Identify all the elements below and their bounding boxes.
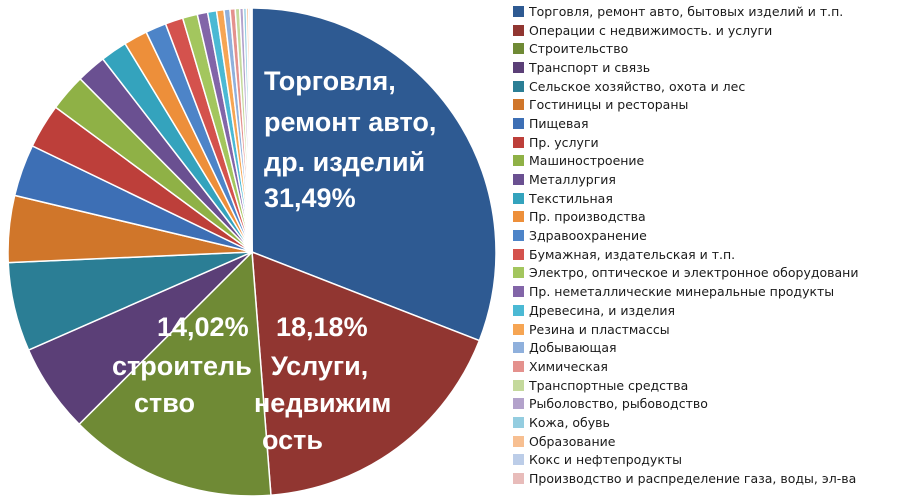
legend-swatch: [513, 473, 524, 485]
legend-item: Электро, оптическое и электронное оборуд…: [513, 264, 900, 283]
legend-swatch: [513, 248, 524, 260]
legend-swatch: [513, 342, 524, 354]
legend-item: Производство и распределение газа, воды,…: [513, 469, 900, 488]
legend-item: Рыболовство, рыбоводство: [513, 394, 900, 413]
label-services-percent: 18,18%: [276, 312, 368, 342]
label-trade-percent: 31,49%: [264, 183, 356, 213]
legend-item: Пр. производства: [513, 208, 900, 227]
label-services: 18,18% Услуги, недвижим ость: [254, 312, 391, 455]
legend-item: Образование: [513, 432, 900, 451]
legend-item: Пр. неметаллические минеральные продукты: [513, 282, 900, 301]
label-construction-line-2: ство: [134, 388, 195, 418]
legend-swatch: [513, 267, 524, 279]
legend-label: Транспорт и связь: [529, 59, 651, 75]
legend-swatch: [513, 24, 524, 36]
legend-label: Кокс и нефтепродукты: [529, 452, 683, 468]
legend-item: Транспорт и связь: [513, 58, 900, 77]
legend-item: Торговля, ремонт авто, бытовых изделий и…: [513, 2, 900, 21]
legend-label: Химическая: [529, 358, 608, 374]
label-construction-line-1: строитель: [112, 351, 252, 381]
legend-swatch: [513, 99, 524, 111]
legend-item: Бумажная, издательская и т.п.: [513, 245, 900, 264]
legend-swatch: [513, 5, 524, 17]
legend-swatch: [513, 435, 524, 447]
legend-label: Рыболовство, рыбоводство: [529, 396, 708, 412]
legend-label: Пищевая: [529, 115, 589, 131]
legend-swatch: [513, 174, 524, 186]
legend-swatch: [513, 454, 524, 466]
legend-label: Гостиницы и рестораны: [529, 97, 689, 113]
legend-swatch: [513, 304, 524, 316]
legend-label: Кожа, обувь: [529, 414, 610, 430]
legend-swatch: [513, 360, 524, 372]
legend-swatch: [513, 211, 524, 223]
pie-slices: [7, 7, 497, 497]
legend-swatch: [513, 416, 524, 428]
legend-label: Бумажная, издательская и т.п.: [529, 246, 736, 262]
legend-item: Текстильная: [513, 189, 900, 208]
legend-label: Пр. неметаллические минеральные продукты: [529, 284, 835, 300]
legend-item: Гостиницы и рестораны: [513, 95, 900, 114]
pie-slice: [78, 250, 272, 497]
legend-swatch: [513, 323, 524, 335]
legend-label: Текстильная: [529, 190, 613, 206]
legend-swatch: [513, 379, 524, 391]
legend-label: Здравоохранение: [529, 228, 647, 244]
pie-slice: [251, 250, 481, 497]
legend-swatch: [513, 230, 524, 242]
legend-label: Резина и пластмассы: [529, 321, 670, 337]
label-services-line-3: ость: [262, 425, 323, 455]
legend-label: Пр. услуги: [529, 134, 599, 150]
legend-label: Добывающая: [529, 340, 617, 356]
legend-swatch: [513, 43, 524, 55]
pie-slice: [251, 7, 497, 342]
legend-label: Строительство: [529, 41, 629, 57]
legend-item: Химическая: [513, 357, 900, 376]
legend: Торговля, ремонт авто, бытовых изделий и…: [513, 2, 900, 498]
label-services-line-1: Услуги,: [271, 351, 368, 381]
legend-item: Здравоохранение: [513, 226, 900, 245]
legend-label: Пр. производства: [529, 209, 646, 225]
label-trade-line-3: др. изделий: [264, 147, 425, 177]
legend-item: Пищевая: [513, 114, 900, 133]
legend-item: Кокс и нефтепродукты: [513, 451, 900, 470]
legend-label: Сельское хозяйство, охота и лес: [529, 78, 746, 94]
legend-swatch: [513, 286, 524, 298]
legend-item: Операции с недвижимость. и услуги: [513, 21, 900, 40]
legend-label: Древесина, и изделия: [529, 302, 676, 318]
label-construction-percent: 14,02%: [157, 312, 249, 342]
legend-swatch: [513, 80, 524, 92]
pie-chart: Торговля, ремонт авто, др. изделий 31,49…: [7, 7, 497, 497]
legend-swatch: [513, 155, 524, 167]
legend-item: Пр. услуги: [513, 133, 900, 152]
legend-swatch: [513, 117, 524, 129]
legend-item: Кожа, обувь: [513, 413, 900, 432]
legend-item: Строительство: [513, 39, 900, 58]
legend-label: Металлургия: [529, 172, 616, 188]
label-services-line-2: недвижим: [254, 388, 391, 418]
legend-swatch: [513, 398, 524, 410]
label-trade-line-1: Торговля,: [264, 66, 396, 96]
legend-swatch: [513, 61, 524, 73]
legend-item: Машиностроение: [513, 152, 900, 171]
legend-item: Древесина, и изделия: [513, 301, 900, 320]
legend-label: Машиностроение: [529, 153, 645, 169]
legend-item: Транспортные средства: [513, 376, 900, 395]
pie-slice: [249, 7, 253, 253]
label-construction: 14,02% строитель ство: [112, 312, 252, 418]
legend-label: Образование: [529, 433, 616, 449]
legend-item: Добывающая: [513, 338, 900, 357]
legend-label: Электро, оптическое и электронное оборуд…: [529, 265, 859, 281]
legend-label: Производство и распределение газа, воды,…: [529, 471, 857, 487]
label-trade-line-2: ремонт авто,: [264, 107, 436, 137]
legend-label: Торговля, ремонт авто, бытовых изделий и…: [529, 3, 844, 19]
legend-item: Металлургия: [513, 170, 900, 189]
legend-item: Сельское хозяйство, охота и лес: [513, 77, 900, 96]
legend-item: Резина и пластмассы: [513, 320, 900, 339]
legend-swatch: [513, 192, 524, 204]
legend-label: Операции с недвижимость. и услуги: [529, 22, 773, 38]
legend-swatch: [513, 136, 524, 148]
legend-label: Транспортные средства: [529, 377, 689, 393]
label-trade: Торговля, ремонт авто, др. изделий 31,49…: [264, 66, 436, 213]
